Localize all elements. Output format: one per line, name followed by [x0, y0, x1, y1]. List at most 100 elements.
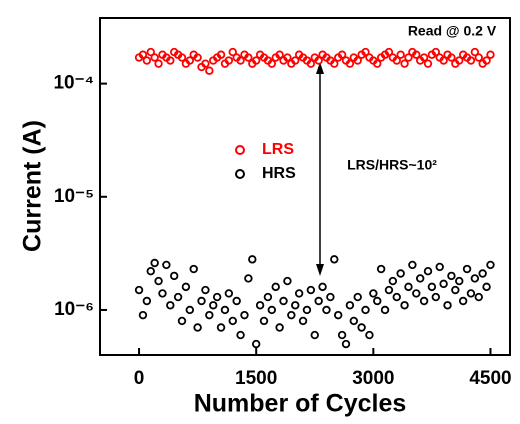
- data-point: [400, 59, 409, 68]
- data-point: [373, 296, 382, 306]
- data-point: [353, 56, 362, 65]
- data-point: [380, 305, 390, 315]
- data-point: [251, 56, 261, 65]
- data-point: [142, 56, 152, 65]
- x-axis-title: Number of Cycles: [194, 390, 407, 418]
- data-point: [431, 292, 441, 302]
- data-point: [474, 53, 483, 62]
- data-point: [435, 262, 444, 272]
- data-point: [232, 296, 241, 306]
- data-point: [330, 59, 339, 68]
- data-point: [240, 310, 249, 320]
- data-point: [357, 323, 366, 332]
- data-point: [306, 285, 316, 295]
- data-point: [177, 53, 187, 62]
- data-point: [154, 59, 163, 68]
- data-point: [291, 301, 300, 310]
- data-point: [384, 47, 394, 57]
- data-point: [404, 282, 413, 292]
- data-point: [447, 271, 456, 281]
- data-point: [369, 289, 378, 298]
- data-point: [236, 330, 245, 340]
- data-point: [318, 282, 327, 292]
- data-point: [365, 330, 374, 340]
- data-point: [255, 301, 265, 310]
- data-point: [478, 269, 487, 278]
- data-point: [224, 289, 234, 298]
- data-point: [314, 56, 323, 65]
- data-point: [216, 50, 226, 59]
- data-point: [470, 47, 480, 57]
- data-point: [205, 310, 214, 320]
- data-point: [158, 289, 167, 298]
- data-point: [146, 267, 155, 276]
- data-point: [275, 50, 284, 59]
- x-tick-label: 4500: [469, 368, 511, 389]
- data-point: [392, 292, 401, 302]
- data-point: [306, 59, 316, 68]
- legend-marker: [235, 169, 245, 179]
- data-point: [193, 53, 202, 62]
- data-point: [451, 285, 460, 295]
- data-point: [212, 292, 222, 302]
- data-point: [345, 301, 355, 310]
- data-point: [150, 258, 159, 268]
- annotation: Read @ 0.2 V: [408, 23, 497, 39]
- data-point: [193, 323, 202, 332]
- data-point: [462, 264, 472, 274]
- data-point: [337, 50, 347, 59]
- data-point: [353, 292, 362, 302]
- data-point: [439, 56, 448, 65]
- data-point: [349, 316, 359, 326]
- data-point: [279, 296, 288, 306]
- data-point: [201, 285, 210, 295]
- data-point: [322, 305, 331, 315]
- data-point: [419, 53, 429, 62]
- data-point: [138, 310, 148, 320]
- x-tick-label: 1500: [235, 368, 277, 389]
- data-point: [482, 56, 491, 65]
- data-point: [404, 53, 413, 62]
- data-point: [185, 56, 195, 65]
- data-point: [251, 339, 261, 349]
- data-point: [455, 276, 464, 286]
- data-point: [423, 267, 433, 276]
- data-point: [412, 50, 421, 59]
- data-point: [384, 285, 394, 295]
- data-point: [244, 53, 253, 62]
- data-point: [486, 260, 495, 270]
- annotation: LRS/HRS~10²: [347, 157, 437, 173]
- data-point: [283, 276, 292, 286]
- data-point: [166, 56, 175, 65]
- data-point: [216, 323, 226, 332]
- data-point: [415, 274, 425, 283]
- data-point: [244, 274, 253, 283]
- data-point: [396, 269, 405, 278]
- data-point: [294, 289, 304, 298]
- data-point: [259, 316, 269, 326]
- data-point: [181, 282, 191, 292]
- data-point: [400, 301, 409, 310]
- data-point: [154, 276, 163, 286]
- data-point: [267, 59, 277, 68]
- data-point: [470, 274, 480, 283]
- data-point: [142, 296, 152, 306]
- data-point: [209, 301, 218, 310]
- data-point: [337, 330, 347, 340]
- data-point: [166, 301, 175, 310]
- data-point: [138, 50, 148, 59]
- data-point: [162, 260, 171, 270]
- data-point: [228, 47, 237, 57]
- data-point: [388, 276, 398, 286]
- data-point: [439, 279, 448, 289]
- data-point: [333, 310, 343, 320]
- data-point: [236, 56, 245, 65]
- data-point: [443, 301, 452, 310]
- data-point: [361, 305, 370, 315]
- data-point: [310, 330, 319, 340]
- data-point: [326, 292, 335, 302]
- data-point: [431, 47, 441, 57]
- data-point: [177, 316, 187, 326]
- data-point: [220, 305, 230, 315]
- legend-label: LRS: [262, 141, 294, 158]
